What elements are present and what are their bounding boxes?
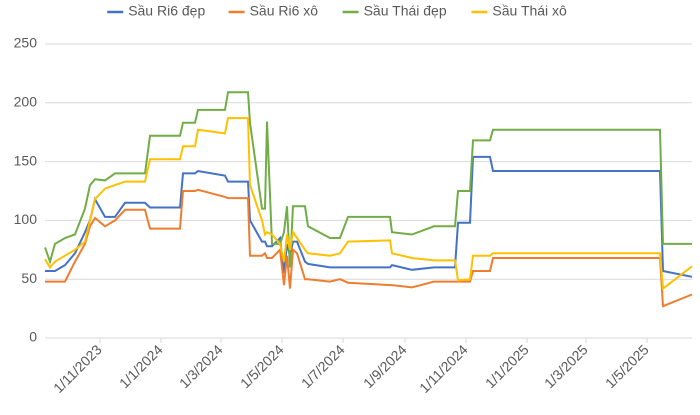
x-tick-label: 1/9/2024	[360, 341, 410, 391]
y-tick-label: 50	[21, 270, 37, 286]
line-series	[44, 91, 692, 268]
legend-label: Sầu Ri6 đẹp	[128, 3, 205, 19]
y-tick-label: 250	[14, 35, 38, 51]
x-tick-label: 1/1/2024	[116, 341, 166, 391]
x-tick-label: 1/5/2024	[237, 341, 287, 391]
x-tick-label: 1/7/2024	[298, 341, 348, 391]
line-series	[45, 155, 693, 278]
y-tick-label: 150	[14, 152, 38, 168]
x-tick-label: 1/3/2025	[541, 341, 591, 391]
x-tick-label: 1/5/2025	[602, 341, 652, 391]
legend-label: Sầu Ri6 xô	[250, 3, 319, 19]
y-tick-label: 100	[14, 211, 38, 227]
y-tick-label: 200	[14, 94, 38, 110]
y-tick-label: 0	[29, 329, 37, 345]
x-tick-label: 1/3/2024	[176, 341, 226, 391]
legend-label: Sầu Thái xô	[492, 3, 567, 19]
x-tick-label: 1/11/2024	[416, 341, 471, 396]
legend-label: Sầu Thái đẹp	[364, 3, 447, 19]
line-series	[44, 117, 693, 291]
x-tick-label: 1/1/2025	[482, 341, 532, 391]
line-series	[45, 188, 693, 308]
x-tick-label: 1/11/2023	[50, 341, 105, 396]
